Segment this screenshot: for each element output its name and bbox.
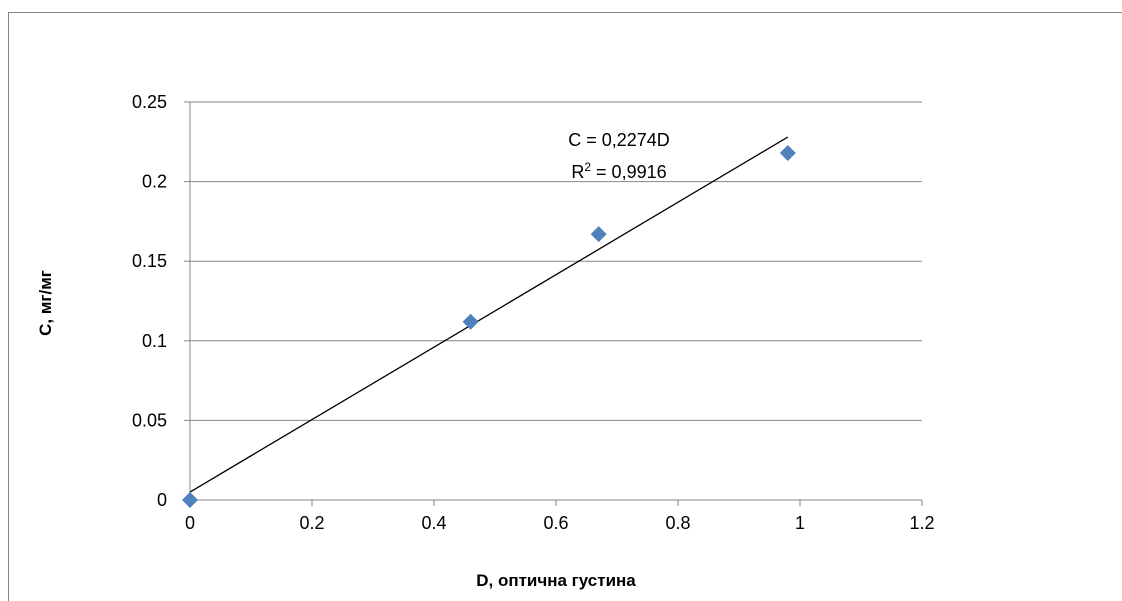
y-tick-label: 0.15 [132, 251, 167, 271]
axes [184, 101, 923, 506]
trendline [189, 136, 789, 493]
tick-labels: 0 0.05 0.1 0.15 0.2 0.25 0 0.2 0.4 0.6 0.8 1 1.2 [132, 92, 935, 533]
y-tick-label: 0.05 [132, 410, 167, 430]
r-squared-value: = 0,9916 [591, 162, 667, 182]
trendline-r-squared: R2 = 0,9916 [571, 160, 666, 182]
x-tick-label: 0 [185, 513, 195, 533]
data-point [779, 144, 796, 161]
y-tick-label: 0.2 [142, 172, 167, 192]
x-tick-label: 0.4 [421, 513, 446, 533]
x-tick-label: 0.6 [543, 513, 568, 533]
trendline-group [189, 136, 789, 493]
data-point [182, 492, 198, 508]
x-axis-title: D, оптична густина [476, 571, 636, 590]
x-tick-label: 0.8 [665, 513, 690, 533]
data-point [590, 226, 607, 243]
r-squared-superscript: 2 [584, 160, 591, 174]
x-tick-label: 1 [795, 513, 805, 533]
grid-lines [190, 101, 922, 421]
x-tick-label: 0.2 [299, 513, 324, 533]
y-axis-title: C, мг/мг [36, 270, 55, 336]
data-points [182, 144, 796, 508]
y-tick-label: 0.1 [142, 331, 167, 351]
trendline-equation: C = 0,2274D [568, 130, 670, 150]
x-tick-label: 1.2 [909, 513, 934, 533]
r-squared-prefix: R [571, 162, 584, 182]
y-tick-label: 0 [157, 490, 167, 510]
data-point [462, 313, 479, 330]
y-tick-label: 0.25 [132, 92, 167, 112]
